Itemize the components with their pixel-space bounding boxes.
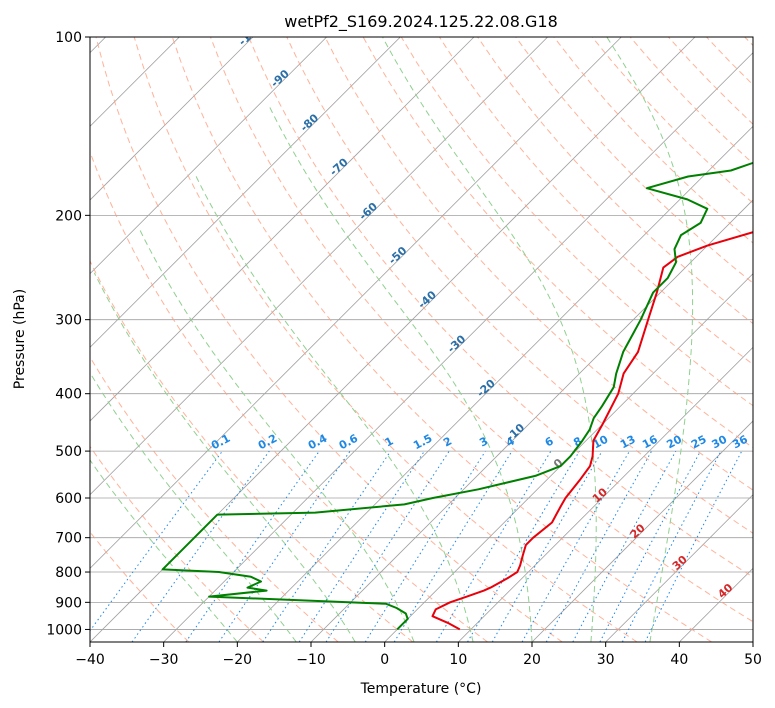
dry-adiabat-line <box>324 37 753 491</box>
isotherm-line <box>163 52 753 642</box>
x-tick-label: −20 <box>223 652 253 668</box>
mixing-ratio-line <box>298 450 425 642</box>
mixing-ratio-label: 16 <box>640 433 660 452</box>
dry-adiabat-line <box>95 37 563 642</box>
isotherm-line <box>90 37 327 275</box>
temperature-profile-line <box>431 231 753 631</box>
moist-adiabat-line <box>382 37 597 642</box>
y-tick-label: 800 <box>55 565 82 581</box>
isotherm-line <box>90 37 475 422</box>
mixing-ratio-label: 30 <box>710 433 730 452</box>
mixing-ratio-label: 36 <box>730 433 750 452</box>
y-tick-label: 700 <box>55 531 82 547</box>
dry-adiabat-label: -100 <box>236 20 265 48</box>
mixing-ratio-label: 13 <box>618 433 638 452</box>
dry-adiabat-line <box>171 37 712 642</box>
x-tick-label: 0 <box>380 652 389 668</box>
plot-frame <box>89 36 754 643</box>
y-tick-label: 100 <box>55 30 82 46</box>
isotherm-line <box>531 420 753 642</box>
isotherm-line <box>90 37 401 348</box>
y-tick-label: 200 <box>55 208 82 224</box>
x-axis: −40 −30 −20 −10 0 10 20 30 40 50 <box>75 642 762 668</box>
moist-adiabat-line <box>194 173 474 642</box>
isotherm-line <box>384 273 753 642</box>
x-tick-label: −30 <box>149 652 179 668</box>
dry-adiabat-line <box>248 37 753 578</box>
mixing-ratio-line <box>435 450 552 642</box>
mixing-ratio-line <box>218 450 351 642</box>
pressure-grid-lines <box>90 37 753 630</box>
y-tick-label: 1000 <box>46 622 82 638</box>
y-tick-label: 300 <box>55 313 82 329</box>
x-tick-label: 50 <box>744 652 762 668</box>
dry-adiabat-line <box>90 259 414 642</box>
dry-adiabat-line <box>515 37 753 284</box>
mixing-ratio-line <box>467 450 580 642</box>
isotherm-lines <box>90 37 753 642</box>
moist-adiabat-line <box>93 272 356 642</box>
x-tick-label: 30 <box>597 652 615 668</box>
isotherm-line <box>90 37 548 496</box>
isotherm-line <box>90 37 254 201</box>
x-tick-label: −10 <box>296 652 326 668</box>
isotherm-line <box>90 37 622 569</box>
y-tick-label: 900 <box>55 595 82 611</box>
moist-adiabat-line <box>90 459 238 642</box>
isotherm-line <box>458 346 753 642</box>
mixing-ratio-label: 25 <box>689 433 709 452</box>
dry-adiabat-line <box>90 445 264 642</box>
isotherm-line <box>605 494 753 642</box>
mixing-ratio-lines <box>90 450 743 642</box>
mixing-ratio-line <box>364 450 486 642</box>
mixing-ratio-line <box>572 450 677 642</box>
profile-series <box>161 161 753 631</box>
y-axis: 100 200 300 400 500 600 700 800 900 1000 <box>46 30 90 638</box>
moist-adiabat-line <box>90 371 297 642</box>
x-tick-label: 40 <box>670 652 688 668</box>
y-tick-label: 500 <box>55 444 82 460</box>
dry-adiabat-line <box>286 37 753 534</box>
mixing-ratio-line <box>325 450 450 642</box>
mixing-ratio-line <box>185 450 320 642</box>
dewpoint-profile-line <box>161 161 753 631</box>
moist-adiabat-line <box>606 37 694 642</box>
y-tick-label: 400 <box>55 387 82 403</box>
x-tick-label: 10 <box>449 652 467 668</box>
moist-adiabat-line <box>267 104 533 642</box>
mixing-ratio-line <box>262 450 392 642</box>
dry-adiabat-line <box>133 37 638 642</box>
mixing-ratio-line <box>599 450 701 642</box>
mixing-ratio-label: 20 <box>664 433 684 452</box>
chart-title: wetPf2_S169.2024.125.22.08.G18 <box>284 12 558 32</box>
isotherm-line <box>237 125 753 642</box>
x-tick-label: 20 <box>523 652 541 668</box>
x-tick-label: −40 <box>75 652 105 668</box>
y-tick-label: 600 <box>55 491 82 507</box>
y-axis-title: Pressure (hPa) <box>12 289 28 389</box>
dry-adiabat-line <box>210 37 753 623</box>
x-axis-title: Temperature (°C) <box>360 681 482 697</box>
